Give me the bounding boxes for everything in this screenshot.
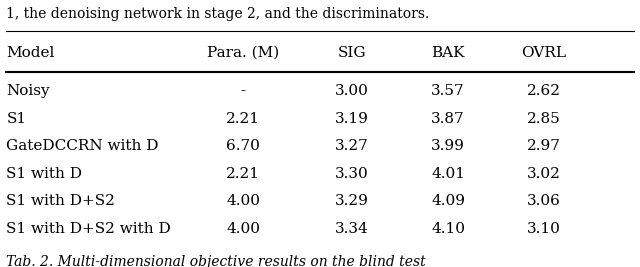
Text: OVRL: OVRL (522, 46, 566, 60)
Text: Model: Model (6, 46, 55, 60)
Text: 2.21: 2.21 (226, 112, 260, 125)
Text: 3.00: 3.00 (335, 84, 369, 98)
Text: 3.10: 3.10 (527, 222, 561, 236)
Text: 3.29: 3.29 (335, 194, 369, 208)
Text: SIG: SIG (338, 46, 366, 60)
Text: 3.19: 3.19 (335, 112, 369, 125)
Text: BAK: BAK (431, 46, 465, 60)
Text: 3.99: 3.99 (431, 139, 465, 153)
Text: 3.02: 3.02 (527, 167, 561, 181)
Text: 3.27: 3.27 (335, 139, 369, 153)
Text: 3.87: 3.87 (431, 112, 465, 125)
Text: 4.10: 4.10 (431, 222, 465, 236)
Text: 2.85: 2.85 (527, 112, 561, 125)
Text: S1 with D+S2 with D: S1 with D+S2 with D (6, 222, 171, 236)
Text: 3.30: 3.30 (335, 167, 369, 181)
Text: 1, the denoising network in stage 2, and the discriminators.: 1, the denoising network in stage 2, and… (6, 7, 429, 21)
Text: S1: S1 (6, 112, 26, 125)
Text: 3.57: 3.57 (431, 84, 465, 98)
Text: S1 with D+S2: S1 with D+S2 (6, 194, 115, 208)
Text: 3.34: 3.34 (335, 222, 369, 236)
Text: 6.70: 6.70 (227, 139, 260, 153)
Text: Para. (M): Para. (M) (207, 46, 279, 60)
Text: 4.00: 4.00 (226, 222, 260, 236)
Text: Noisy: Noisy (6, 84, 50, 98)
Text: Tab. 2. Multi-dimensional objective results on the blind test: Tab. 2. Multi-dimensional objective resu… (6, 255, 426, 267)
Text: GateDCCRN with D: GateDCCRN with D (6, 139, 159, 153)
Text: 3.06: 3.06 (527, 194, 561, 208)
Text: 4.01: 4.01 (431, 167, 465, 181)
Text: S1 with D: S1 with D (6, 167, 83, 181)
Text: 2.62: 2.62 (527, 84, 561, 98)
Text: 2.21: 2.21 (226, 167, 260, 181)
Text: 4.09: 4.09 (431, 194, 465, 208)
Text: -: - (241, 84, 246, 98)
Text: 4.00: 4.00 (226, 194, 260, 208)
Text: 2.97: 2.97 (527, 139, 561, 153)
